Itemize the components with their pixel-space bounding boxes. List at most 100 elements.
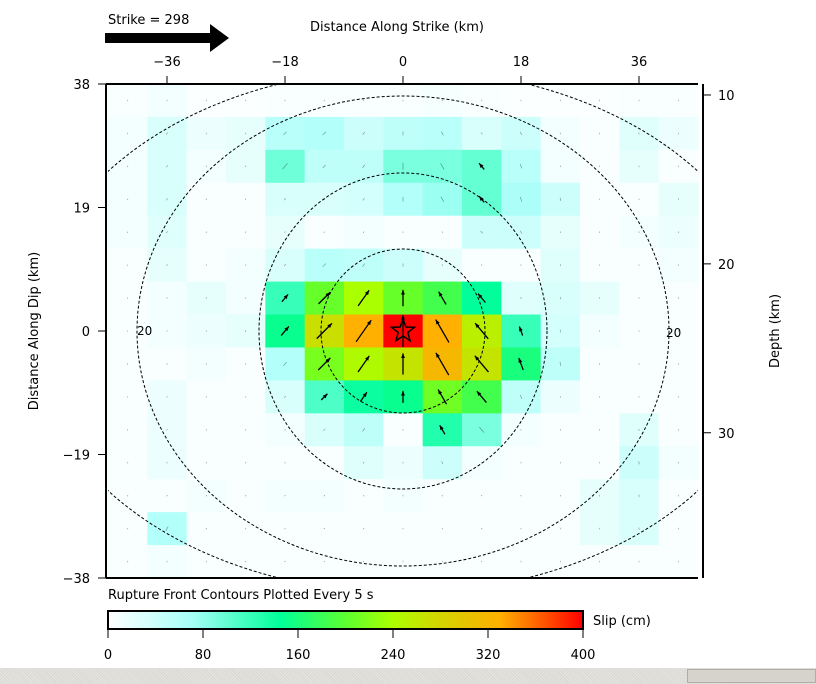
rake-arrow — [205, 527, 207, 530]
slip-cell — [108, 314, 148, 348]
rake-arrow-shaft — [520, 527, 522, 530]
slip-cell — [383, 446, 424, 480]
rake-arrow — [205, 429, 207, 431]
slip-cell — [383, 182, 424, 217]
rake-arrow-shaft — [205, 363, 207, 365]
slip-cell — [422, 215, 463, 250]
rake-arrow — [362, 164, 366, 169]
slip-cell — [422, 116, 463, 151]
rake-arrow-shaft — [245, 330, 247, 332]
slip-cell — [383, 413, 424, 447]
slip-cell — [580, 545, 620, 579]
rake-arrow — [127, 527, 129, 530]
rake-arrow — [477, 293, 486, 303]
slip-cell — [501, 215, 542, 250]
slip-cell — [540, 413, 581, 447]
slip-cell — [540, 380, 581, 414]
slip-cell — [422, 446, 463, 480]
rake-arrow — [322, 164, 326, 168]
slip-cell — [186, 215, 227, 250]
slip-cell — [147, 314, 188, 348]
rake-arrow — [127, 494, 129, 497]
slip-cell — [658, 314, 699, 348]
rake-arrow-shaft — [245, 560, 247, 563]
slip-cell — [265, 479, 306, 513]
slip-cell — [580, 149, 620, 184]
rake-arrow — [166, 132, 168, 135]
rake-arrow-shaft — [127, 231, 129, 233]
rake-arrow-shaft — [127, 132, 129, 135]
slip-cell — [186, 380, 227, 414]
slip-cell — [108, 545, 148, 579]
rake-arrow — [245, 560, 247, 563]
rake-arrow — [362, 494, 365, 497]
rake-arrow-shaft — [322, 164, 326, 168]
colorbar-tick-label: 160 — [286, 648, 311, 663]
slip-cell — [147, 380, 188, 414]
scrollbar-thumb[interactable] — [687, 669, 816, 683]
rake-arrow-shaft — [127, 99, 129, 102]
slip-cell — [186, 281, 227, 316]
rake-arrow-head — [364, 290, 370, 296]
rake-arrow-shaft — [166, 494, 168, 497]
rake-arrow — [401, 353, 405, 375]
rake-arrow-shaft — [127, 198, 129, 201]
rake-arrow — [205, 231, 207, 233]
slip-cell — [540, 479, 581, 513]
slip-cell — [619, 84, 660, 118]
slip-cell — [147, 347, 188, 381]
rake-arrow — [441, 99, 443, 102]
depth-tick-label: 10 — [718, 89, 735, 104]
slip-cell — [226, 512, 266, 546]
rake-arrow — [435, 352, 450, 376]
slip-cell — [186, 446, 227, 480]
rake-arrow — [282, 163, 288, 170]
slip-cell — [265, 248, 306, 283]
slip-cell — [580, 512, 620, 546]
slip-cell — [658, 182, 699, 217]
slip-cell — [226, 248, 266, 283]
rake-arrow-shaft — [480, 494, 483, 497]
slip-cell — [462, 84, 502, 118]
rake-arrow-shaft — [205, 396, 207, 398]
slip-cell — [108, 347, 148, 381]
rake-arrow-shaft — [166, 363, 168, 365]
rake-arrow — [127, 396, 129, 398]
y-tick-label: 0 — [82, 325, 90, 340]
rake-arrow-shaft — [166, 297, 168, 299]
rake-arrow — [520, 494, 522, 497]
horizontal-scrollbar[interactable] — [0, 668, 816, 684]
rake-arrow-shaft — [520, 264, 522, 266]
slip-cell — [422, 248, 463, 283]
rake-arrow-shaft — [127, 264, 129, 266]
rake-arrow-shaft — [166, 99, 168, 102]
rake-arrow — [519, 196, 523, 202]
x-axis-title: Distance Along Strike (km) — [310, 20, 484, 35]
depth-tick-label: 20 — [718, 258, 735, 273]
slip-cell — [344, 512, 384, 546]
rake-arrow-head — [367, 320, 372, 326]
rake-arrow-shaft — [165, 526, 169, 531]
slip-cell — [462, 116, 502, 151]
colorbar-ticks: 0 80 160 240 320 400 — [104, 629, 595, 663]
slip-cell — [619, 215, 660, 250]
slip-cell — [265, 413, 306, 447]
rake-arrow-shaft — [520, 297, 522, 300]
colorbar-label: Slip (cm) — [593, 614, 651, 629]
rake-arrow — [127, 330, 129, 332]
rake-arrow — [440, 163, 445, 170]
rake-arrow — [205, 560, 207, 563]
slip-cell — [580, 446, 620, 480]
rake-arrow-shaft — [559, 361, 561, 366]
slip-cell — [658, 215, 699, 250]
slip-cell — [226, 413, 266, 447]
rake-arrow-shaft — [441, 560, 443, 563]
rake-arrow — [245, 527, 247, 530]
rake-arrow-head — [479, 163, 484, 169]
rake-arrow — [245, 132, 247, 135]
rake-arrow — [166, 165, 168, 168]
rake-arrow — [518, 326, 524, 336]
rake-arrow — [322, 263, 327, 267]
rake-arrow — [205, 461, 207, 464]
rake-arrow-shaft — [245, 165, 247, 168]
